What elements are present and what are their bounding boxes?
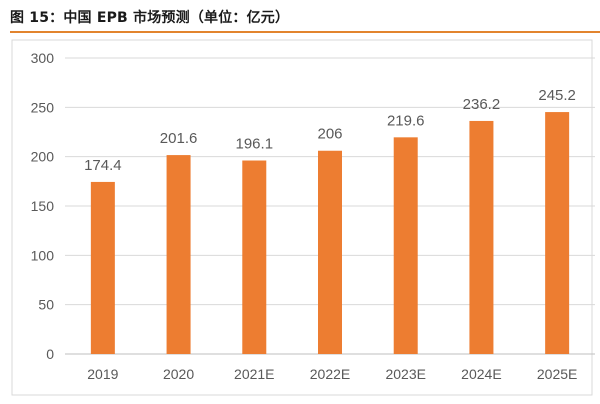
chart-container: 0 50 100 150 200 250 300 174.4 201.6 196.1 206 219… (0, 36, 600, 400)
bar-chart: 0 50 100 150 200 250 300 174.4 201.6 196.1 206 219… (11, 39, 595, 396)
bar (242, 160, 267, 354)
x-tick-label: 2022E (310, 366, 350, 382)
data-label: 206 (317, 126, 342, 143)
y-tick-label: 100 (31, 247, 55, 263)
bar-series (90, 112, 570, 354)
y-tick-label: 250 (31, 99, 55, 115)
data-labels: 174.4 201.6 196.1 206 219.6 236.2 245.2 (84, 87, 576, 174)
x-tick-label: 2020 (163, 366, 194, 382)
x-tick-label: 2024E (461, 366, 501, 382)
x-tick-label: 2019 (87, 366, 118, 382)
figure-header: 图 15：中国 EPB 市场预测（单位：亿元） (0, 0, 600, 36)
bar (469, 120, 494, 354)
bar (318, 150, 342, 354)
x-tick-label: 2021E (234, 366, 274, 382)
y-tick-label: 150 (31, 198, 55, 214)
bar (166, 155, 191, 354)
chart-frame (11, 39, 593, 396)
x-axis: 2019 2020 2021E 2022E 2023E 2024E 2025E (87, 366, 577, 382)
figure-title: 图 15：中国 EPB 市场预测（单位：亿元） (10, 10, 290, 26)
header-divider (10, 31, 600, 33)
data-label: 196.1 (236, 136, 274, 153)
data-label: 245.2 (538, 87, 576, 104)
y-tick-label: 50 (38, 297, 54, 313)
data-label: 174.4 (84, 157, 122, 174)
bar (545, 112, 570, 354)
data-label: 236.2 (463, 96, 501, 113)
y-tick-label: 0 (46, 346, 54, 362)
gridlines (65, 57, 595, 355)
data-label: 201.6 (160, 130, 198, 147)
x-tick-label: 2023E (385, 366, 425, 382)
y-tick-label: 200 (31, 149, 55, 165)
bar (393, 137, 418, 354)
data-label: 219.6 (387, 112, 425, 129)
y-axis: 0 50 100 150 200 250 300 (31, 50, 55, 362)
y-tick-label: 300 (31, 50, 55, 66)
x-tick-label: 2025E (537, 366, 577, 382)
bar (90, 181, 115, 354)
